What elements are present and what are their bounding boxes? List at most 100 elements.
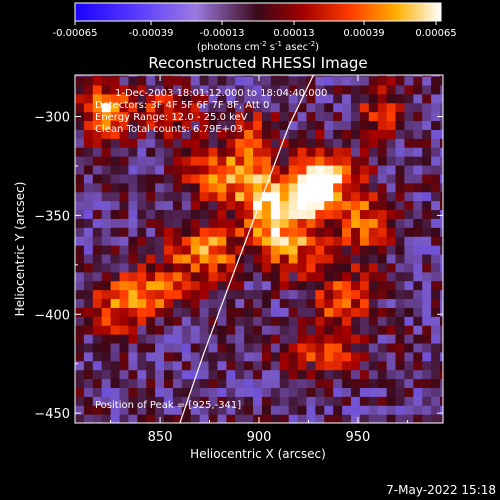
heatmap-cell	[128, 173, 138, 184]
heatmap-cell	[208, 209, 219, 219]
heatmap-cell	[119, 111, 130, 122]
heatmap-cell	[164, 218, 174, 228]
heatmap-cell	[261, 351, 272, 362]
heatmap-cell	[288, 182, 299, 193]
heatmap-cell	[306, 236, 316, 246]
heatmap-cell	[155, 262, 165, 273]
heatmap-cell	[440, 316, 443, 326]
heatmap-cell	[164, 173, 174, 184]
heatmap-cell	[422, 227, 432, 237]
heatmap-cell	[404, 209, 414, 219]
heatmap-cell	[83, 138, 94, 148]
heatmap-cell	[172, 147, 183, 157]
heatmap-cell	[75, 129, 85, 139]
heatmap-cell	[261, 164, 272, 175]
heatmap-cell	[199, 75, 210, 77]
heatmap-cell	[128, 334, 138, 344]
heatmap-cell	[244, 396, 254, 406]
heatmap-cell	[155, 93, 165, 104]
heatmap-cell	[261, 218, 272, 228]
heatmap-cell	[342, 334, 352, 344]
heatmap-cell	[253, 173, 263, 184]
heatmap-cell	[351, 182, 361, 193]
heatmap-cell	[172, 387, 183, 397]
heatmap-cell	[164, 307, 174, 317]
heatmap-cell	[333, 351, 343, 362]
heatmap-cell	[137, 369, 147, 380]
heatmap-cell	[75, 147, 85, 157]
heatmap-cell	[395, 289, 406, 300]
heatmap-cell	[128, 84, 138, 95]
heatmap-cell	[226, 360, 236, 371]
heatmap-cell	[315, 316, 325, 326]
heatmap-cell	[288, 236, 299, 246]
heatmap-cell	[217, 334, 227, 344]
heatmap-cell	[351, 102, 361, 113]
heatmap-cell	[431, 129, 441, 139]
heatmap-cell	[288, 164, 299, 175]
heatmap-cell	[386, 147, 397, 157]
heatmap-cell	[155, 351, 165, 362]
heatmap-cell	[261, 396, 272, 406]
heatmap-cell	[431, 369, 441, 380]
heatmap-cell	[440, 182, 443, 193]
heatmap-cell	[377, 129, 388, 139]
heatmap-cell	[146, 316, 156, 326]
heatmap-cell	[146, 75, 156, 86]
colorbar-tick-label: -0.00013	[200, 28, 245, 39]
heatmap-cell	[261, 200, 272, 211]
heatmap-cell	[270, 75, 281, 86]
heatmap-cell	[431, 316, 441, 326]
heatmap-cell	[440, 351, 443, 362]
heatmap-cell	[164, 102, 174, 113]
heatmap-cell	[324, 138, 334, 148]
heatmap-cell	[395, 75, 406, 86]
heatmap-cell	[306, 164, 316, 175]
heatmap-cell	[404, 289, 414, 300]
heatmap-cell	[440, 414, 443, 423]
heatmap-cell	[288, 289, 299, 300]
heatmap-cell	[270, 93, 281, 104]
heatmap-cell	[155, 387, 165, 397]
colorbar-tick-label: 0.00013	[273, 28, 314, 39]
heatmap-cell	[279, 84, 290, 95]
heatmap-cell	[217, 129, 227, 139]
heatmap-cell	[368, 200, 379, 211]
heatmap-cell	[440, 173, 443, 184]
heatmap-cell	[270, 334, 281, 344]
heatmap-cell	[422, 200, 432, 211]
heatmap-cell	[261, 147, 272, 157]
heatmap-cell	[422, 93, 432, 104]
heatmap-cell	[92, 173, 103, 184]
heatmap-cell	[137, 218, 147, 228]
heatmap-cell	[351, 316, 361, 326]
heatmap-cell	[270, 316, 281, 326]
heatmap-cell	[137, 93, 147, 104]
heatmap-cell	[172, 164, 183, 175]
heatmap-cell	[208, 289, 219, 300]
heatmap-cell	[235, 271, 245, 282]
heatmap-cell	[261, 173, 272, 184]
heatmap-cell	[199, 138, 210, 148]
heatmap-cell	[92, 387, 103, 397]
heatmap-cell	[226, 209, 236, 219]
heatmap-cell	[431, 414, 441, 423]
heatmap-cell	[288, 396, 299, 406]
heatmap-cell	[342, 156, 352, 166]
heatmap-cell	[297, 191, 308, 202]
heatmap-cell	[244, 75, 254, 86]
heatmap-cell	[288, 129, 299, 139]
heatmap-cell	[377, 93, 388, 104]
heatmap-cell	[146, 387, 156, 397]
heatmap-cell	[208, 138, 219, 148]
heatmap-cell	[235, 218, 245, 228]
heatmap-cell	[110, 405, 121, 415]
heatmap-cell	[155, 245, 165, 255]
heatmap-cell	[386, 120, 397, 130]
heatmap-cell	[297, 164, 308, 175]
heatmap-cell	[137, 360, 147, 371]
heatmap-cell	[146, 414, 156, 423]
heatmap-cell	[377, 218, 388, 228]
heatmap-cell	[75, 307, 85, 317]
heatmap-cell	[333, 111, 343, 122]
